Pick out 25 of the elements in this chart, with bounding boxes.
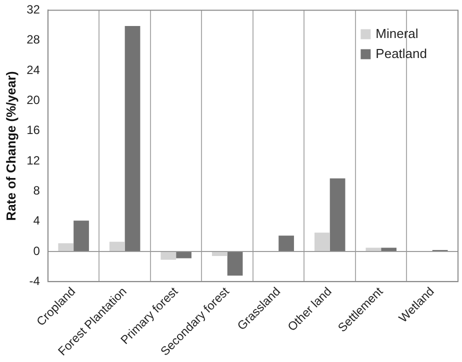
- bar: [160, 252, 176, 260]
- y-tick-label: 28: [26, 32, 40, 47]
- bar: [278, 236, 294, 252]
- y-tick-label: 16: [26, 123, 40, 138]
- y-tick-label: 24: [26, 62, 40, 77]
- y-tick-label: 12: [26, 153, 40, 168]
- legend-label: Peatland: [376, 46, 428, 61]
- bar: [176, 252, 192, 258]
- bar: [366, 248, 382, 252]
- bar: [227, 252, 243, 276]
- y-tick-label: -4: [29, 274, 40, 288]
- legend-label: Mineral: [376, 26, 418, 41]
- y-tick-label: 0: [33, 244, 40, 258]
- bar: [381, 248, 396, 252]
- y-tick-label: 20: [26, 93, 40, 108]
- y-tick-label: 4: [33, 214, 40, 228]
- bar: [74, 220, 89, 252]
- y-tick-label: 8: [33, 183, 40, 198]
- bar: [109, 242, 125, 252]
- bar: [330, 178, 346, 252]
- bar: [314, 232, 330, 252]
- y-tick-label: 32: [26, 2, 40, 17]
- bar: [124, 26, 140, 252]
- y-axis-title: Rate of Change (%/year): [3, 71, 18, 221]
- bar: [58, 243, 74, 252]
